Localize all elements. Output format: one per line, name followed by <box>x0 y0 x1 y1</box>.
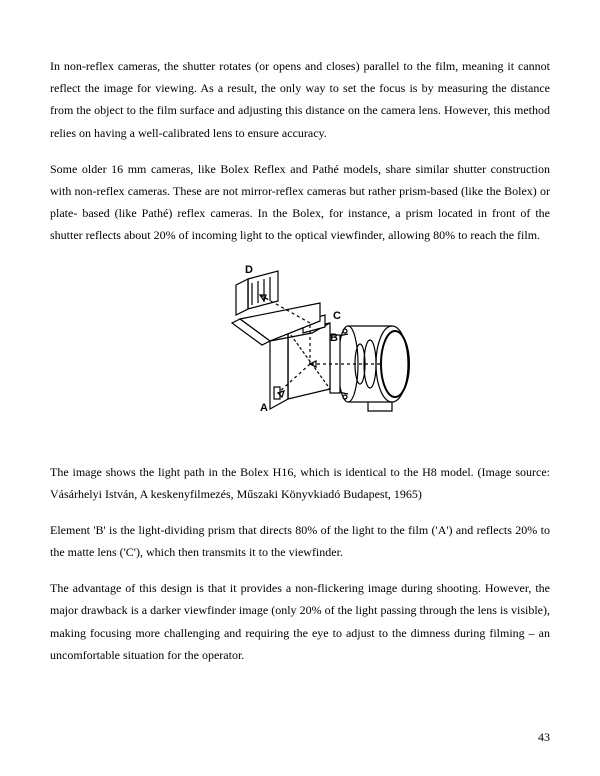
viewfinder-prism-d-icon <box>236 271 278 315</box>
diagram-label-a: A <box>260 402 268 414</box>
bolex-diagram: A BC D <box>50 261 550 441</box>
diagram-label-d: D <box>245 264 253 276</box>
bolex-diagram-svg: A BC D <box>170 261 430 441</box>
paragraph-5: The advantage of this design is that it … <box>50 577 550 666</box>
paragraph-2: Some older 16 mm cameras, like Bolex Ref… <box>50 158 550 247</box>
diagram-label-c: C <box>333 310 341 322</box>
page-number: 43 <box>538 726 550 748</box>
paragraph-1: In non-reflex cameras, the shutter rotat… <box>50 55 550 144</box>
paragraph-3: The image shows the light path in the Bo… <box>50 461 550 505</box>
lens-barrel-icon <box>330 326 409 411</box>
paragraph-4: Element 'B' is the light-dividing prism … <box>50 519 550 563</box>
diagram-label-b: B <box>330 332 338 344</box>
